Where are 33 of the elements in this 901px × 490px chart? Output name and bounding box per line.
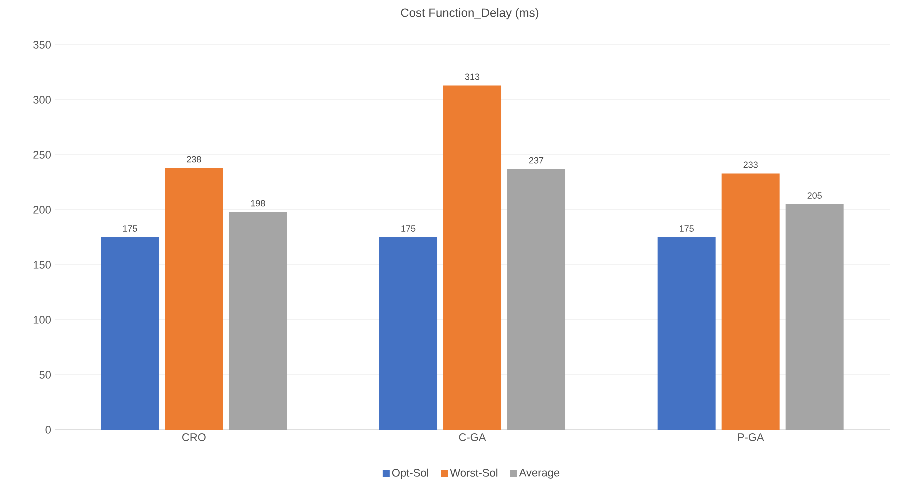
y-tick-label: 0 [46,426,52,434]
data-label: 175 [123,226,138,232]
legend-label: Opt-Sol [392,468,428,480]
legend-label: Worst-Sol [450,468,498,477]
data-label: 237 [529,157,544,164]
bar [165,168,224,430]
data-label: 205 [808,192,822,199]
chart-title: Cost Function_Delay (ms) [401,8,539,20]
data-label: 198 [251,200,266,207]
y-tick-label: 350 [34,41,52,49]
x-tick-label: CRO [182,434,206,442]
data-label: 313 [465,74,480,80]
y-tick-label: 200 [34,206,52,214]
legend-label: Average [519,469,560,479]
bar [380,238,438,430]
x-tick-label: C-GA [459,434,486,442]
y-tick-label: 150 [34,261,52,269]
data-label: 238 [187,156,202,163]
data-label: 233 [744,162,758,168]
bar [229,212,288,430]
y-tick-label: 300 [34,96,52,104]
bar [101,238,160,430]
bar [658,238,716,430]
bar [722,174,780,430]
y-tick-label: 250 [34,151,52,159]
bar [444,86,502,430]
bar [786,204,844,430]
bar [508,169,566,430]
y-tick-label: 50 [40,371,52,379]
data-label: 175 [402,226,416,232]
x-tick-label: P-GA [738,434,764,442]
y-tick-label: 100 [34,316,52,324]
data-label: 175 [680,226,694,232]
